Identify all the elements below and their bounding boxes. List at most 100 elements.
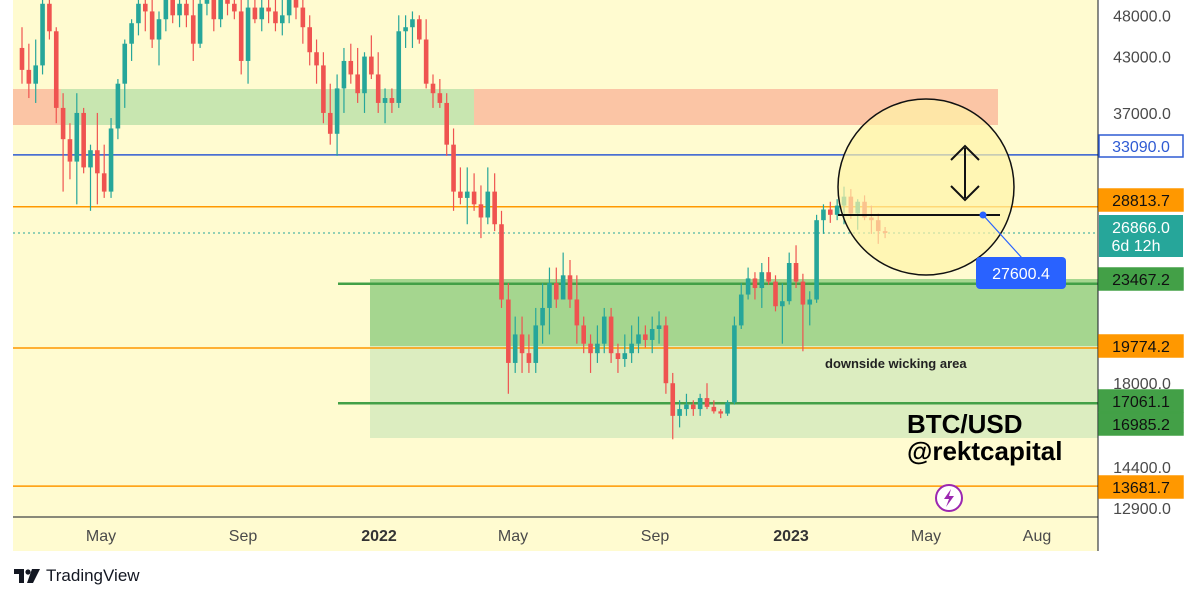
candle[interactable]	[622, 334, 628, 367]
candle[interactable]	[478, 185, 484, 239]
candle[interactable]	[273, 0, 278, 32]
candle[interactable]	[293, 0, 299, 20]
candle[interactable]	[533, 307, 539, 373]
candle[interactable]	[704, 383, 710, 410]
candle[interactable]	[697, 393, 703, 416]
candle[interactable]	[437, 79, 443, 108]
candle[interactable]	[499, 210, 504, 308]
callout-box[interactable]	[976, 257, 1066, 289]
candle[interactable]	[129, 19, 134, 61]
candle[interactable]	[691, 400, 696, 416]
candle[interactable]	[451, 128, 456, 211]
candle[interactable]	[786, 252, 792, 305]
candle[interactable]	[643, 325, 648, 348]
candle[interactable]	[101, 144, 107, 198]
candle[interactable]	[375, 52, 381, 113]
candle[interactable]	[471, 173, 477, 211]
candle[interactable]	[156, 11, 162, 66]
candle[interactable]	[211, 0, 217, 32]
candle[interactable]	[601, 307, 607, 354]
candle[interactable]	[149, 0, 155, 48]
candle[interactable]	[834, 199, 840, 221]
candle[interactable]	[177, 0, 182, 28]
candle[interactable]	[81, 107, 86, 174]
candle[interactable]	[512, 316, 518, 373]
candle[interactable]	[95, 112, 100, 205]
candle[interactable]	[464, 167, 470, 225]
candle[interactable]	[300, 0, 306, 44]
candle[interactable]	[656, 311, 662, 344]
candle[interactable]	[752, 272, 758, 300]
candle[interactable]	[649, 316, 655, 354]
candle[interactable]	[800, 273, 806, 352]
candle[interactable]	[581, 316, 586, 354]
candle[interactable]	[780, 283, 785, 344]
candle[interactable]	[684, 393, 689, 416]
candle[interactable]	[47, 0, 52, 40]
candle[interactable]	[355, 47, 360, 103]
candle[interactable]	[382, 88, 388, 124]
price-tag[interactable]: 13681.7	[1098, 475, 1184, 499]
candle[interactable]	[396, 15, 402, 108]
candle[interactable]	[314, 39, 319, 84]
candle[interactable]	[828, 201, 833, 223]
price-tag[interactable]: 33090.0	[1098, 134, 1184, 158]
candle[interactable]	[636, 316, 641, 354]
candle[interactable]	[259, 0, 265, 32]
candle[interactable]	[74, 93, 80, 205]
candle[interactable]	[793, 245, 799, 289]
candle[interactable]	[53, 27, 59, 124]
candle[interactable]	[170, 0, 175, 24]
candle[interactable]	[369, 35, 374, 80]
candle[interactable]	[458, 167, 463, 205]
candle[interactable]	[766, 257, 771, 285]
candle[interactable]	[629, 325, 634, 363]
candle[interactable]	[286, 0, 292, 24]
candle[interactable]	[136, 0, 141, 36]
candle[interactable]	[588, 334, 593, 373]
candle[interactable]	[711, 400, 717, 414]
candle[interactable]	[417, 15, 422, 44]
candle[interactable]	[232, 0, 237, 20]
price-tag[interactable]: 28813.7	[1098, 188, 1184, 212]
candle[interactable]	[403, 15, 408, 48]
candle[interactable]	[266, 0, 271, 24]
candle[interactable]	[197, 0, 203, 48]
candle[interactable]	[574, 275, 580, 344]
candle[interactable]	[252, 0, 258, 24]
candle[interactable]	[40, 0, 45, 75]
candle[interactable]	[526, 334, 532, 373]
candle[interactable]	[519, 316, 525, 373]
candle[interactable]	[334, 74, 340, 156]
candle[interactable]	[108, 118, 114, 198]
candle[interactable]	[732, 316, 737, 405]
candle[interactable]	[245, 0, 251, 84]
candle[interactable]	[410, 11, 415, 48]
candle[interactable]	[225, 0, 230, 16]
candle[interactable]	[567, 259, 573, 308]
candle[interactable]	[821, 204, 826, 234]
candle[interactable]	[814, 214, 819, 303]
candle[interactable]	[341, 47, 347, 113]
candle[interactable]	[33, 39, 38, 103]
candle[interactable]	[492, 173, 497, 232]
candle[interactable]	[725, 400, 730, 416]
candle[interactable]	[554, 267, 559, 308]
consolidation-circle[interactable]	[837, 98, 1015, 276]
candle[interactable]	[122, 39, 128, 108]
candle[interactable]	[670, 372, 676, 440]
candle[interactable]	[321, 52, 326, 124]
last-price-tag[interactable]: 26866.06d 12h	[1099, 215, 1183, 257]
candle[interactable]	[60, 93, 66, 192]
candle[interactable]	[389, 88, 395, 113]
candle[interactable]	[19, 27, 25, 84]
candle[interactable]	[423, 19, 429, 89]
candle[interactable]	[143, 0, 148, 32]
candle[interactable]	[677, 400, 682, 428]
price-tag[interactable]: 23467.2	[1098, 267, 1184, 291]
candle[interactable]	[307, 15, 312, 66]
candle[interactable]	[348, 43, 354, 84]
candle[interactable]	[184, 0, 189, 28]
candle[interactable]	[595, 325, 600, 363]
